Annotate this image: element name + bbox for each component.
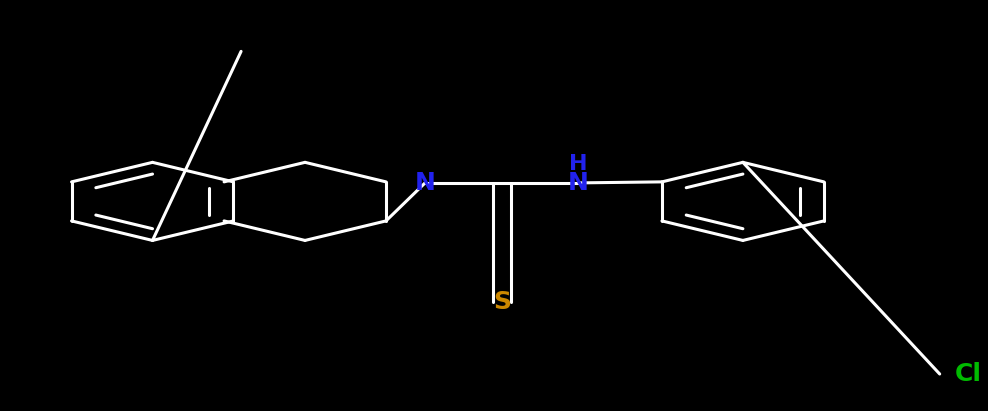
Text: H: H bbox=[569, 155, 588, 174]
Text: Cl: Cl bbox=[954, 362, 981, 386]
Text: N: N bbox=[415, 171, 436, 195]
Text: N: N bbox=[568, 171, 589, 195]
Text: S: S bbox=[493, 290, 511, 314]
